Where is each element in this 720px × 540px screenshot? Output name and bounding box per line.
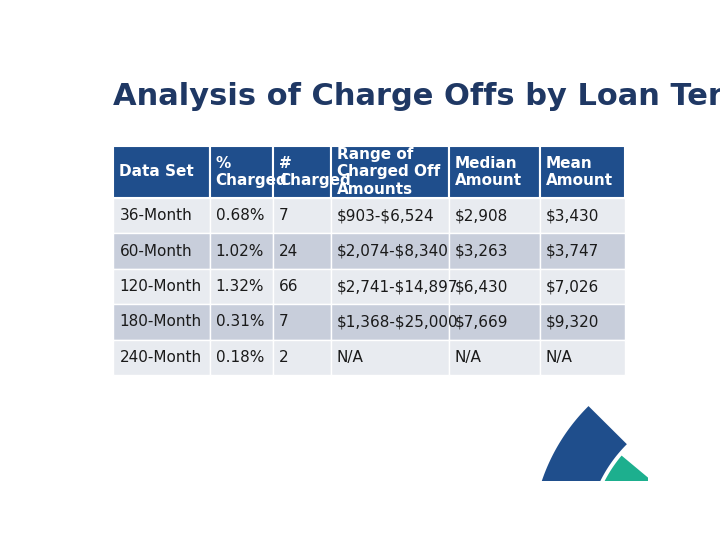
Bar	[449, 233, 539, 269]
Bar	[449, 269, 539, 304]
Text: \$2,074-\$8,340: \$2,074-\$8,340	[337, 244, 449, 259]
Text: 66: 66	[279, 279, 299, 294]
Bar	[330, 340, 449, 375]
Bar	[113, 304, 210, 340]
Bar	[210, 340, 273, 375]
Text: \$9,320: \$9,320	[546, 314, 599, 329]
Text: Analysis of Charge Offs by Loan Term: Analysis of Charge Offs by Loan Term	[113, 82, 720, 111]
Bar	[113, 146, 210, 198]
Text: \$7,669: \$7,669	[455, 314, 508, 329]
PathPatch shape	[590, 456, 663, 540]
Text: 1.32%: 1.32%	[216, 279, 264, 294]
Text: \$2,741-\$14,897: \$2,741-\$14,897	[337, 279, 458, 294]
Text: 36-Month: 36-Month	[120, 208, 192, 223]
Text: N/A: N/A	[455, 350, 482, 365]
Bar	[210, 198, 273, 233]
Text: \$903-\$6,524: \$903-\$6,524	[337, 208, 434, 223]
Bar	[539, 304, 625, 340]
Text: 60-Month: 60-Month	[120, 244, 192, 259]
Text: 7: 7	[279, 208, 289, 223]
Bar	[273, 304, 330, 340]
Bar	[449, 146, 539, 198]
Bar	[449, 340, 539, 375]
Bar	[113, 269, 210, 304]
Bar	[330, 198, 449, 233]
Text: 0.18%: 0.18%	[216, 350, 264, 365]
Bar	[210, 304, 273, 340]
Bar	[539, 269, 625, 304]
Text: 1.02%: 1.02%	[216, 244, 264, 259]
Bar	[210, 233, 273, 269]
Text: Range of
Charged Off
Amounts: Range of Charged Off Amounts	[337, 147, 440, 197]
Bar	[539, 340, 625, 375]
Text: 7: 7	[279, 314, 289, 329]
Text: 2: 2	[279, 350, 289, 365]
Bar	[539, 198, 625, 233]
Text: \$3,263: \$3,263	[455, 244, 508, 259]
Bar	[449, 304, 539, 340]
Bar	[330, 304, 449, 340]
Text: \$2,908: \$2,908	[455, 208, 508, 223]
Text: 180-Month: 180-Month	[120, 314, 202, 329]
Bar	[449, 198, 539, 233]
Text: 240-Month: 240-Month	[120, 350, 202, 365]
Bar	[273, 198, 330, 233]
Text: % 
Charged: % Charged	[216, 156, 287, 188]
Bar	[113, 233, 210, 269]
Text: Mean
Amount: Mean Amount	[546, 156, 613, 188]
Text: N/A: N/A	[337, 350, 364, 365]
Bar	[273, 269, 330, 304]
Bar	[330, 146, 449, 198]
Text: Median
Amount: Median Amount	[455, 156, 522, 188]
Text: \$3,430: \$3,430	[546, 208, 599, 223]
Bar	[113, 198, 210, 233]
Text: Data Set: Data Set	[120, 164, 194, 179]
Text: #
Charged: # Charged	[279, 156, 351, 188]
Bar	[330, 269, 449, 304]
Bar	[273, 146, 330, 198]
Text: \$1,368-\$25,000: \$1,368-\$25,000	[337, 314, 459, 329]
Text: 0.31%: 0.31%	[216, 314, 264, 329]
Bar	[539, 146, 625, 198]
Bar	[539, 233, 625, 269]
Bar	[273, 233, 330, 269]
Text: 24: 24	[279, 244, 298, 259]
Text: \$6,430: \$6,430	[455, 279, 508, 294]
Text: \$7,026: \$7,026	[546, 279, 599, 294]
Bar	[210, 146, 273, 198]
PathPatch shape	[532, 406, 627, 540]
Bar	[330, 233, 449, 269]
Text: 120-Month: 120-Month	[120, 279, 202, 294]
Bar	[273, 340, 330, 375]
Text: 0.68%: 0.68%	[216, 208, 264, 223]
Text: \$3,747: \$3,747	[546, 244, 599, 259]
Bar	[210, 269, 273, 304]
Text: N/A: N/A	[546, 350, 572, 365]
Bar	[113, 340, 210, 375]
